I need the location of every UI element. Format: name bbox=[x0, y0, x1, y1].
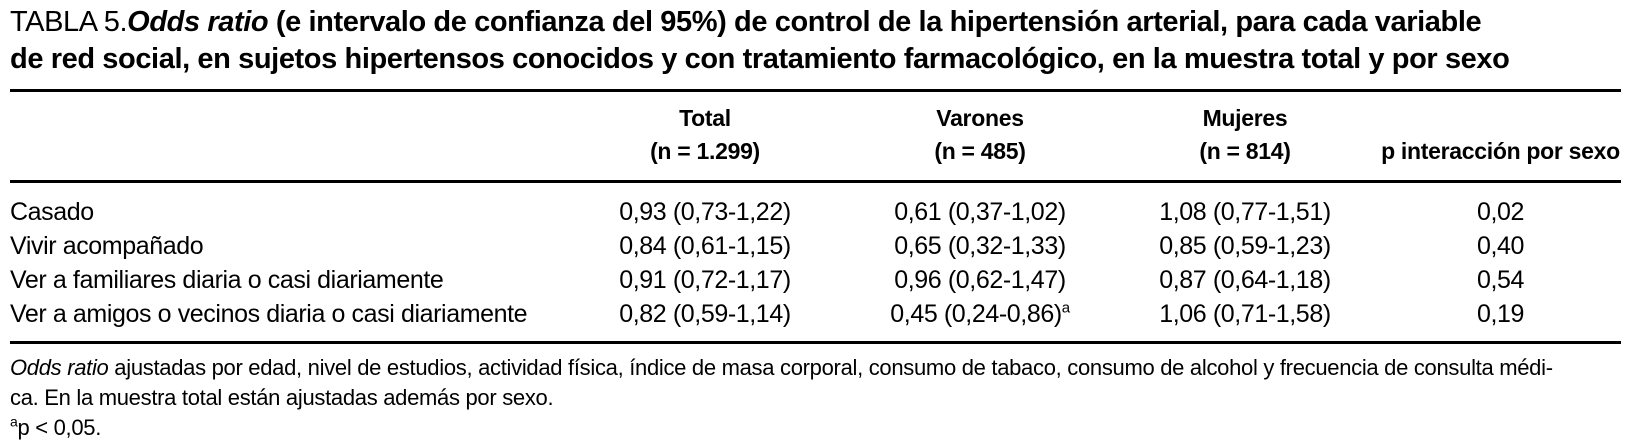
table-row: Ver a amigos o vecinos diaria o casi dia… bbox=[10, 297, 1621, 343]
table-title: TABLA 5.Odds ratio (e intervalo de confi… bbox=[10, 4, 1621, 78]
header-mujeres: Mujeres (n = 814) bbox=[1110, 91, 1380, 182]
footnote-odds-ratio: Odds ratio bbox=[10, 355, 109, 380]
table-title-line2: de red social, en sujetos hipertensos co… bbox=[10, 43, 1510, 75]
cell-varones: 0,65 (0,32-1,33) bbox=[894, 231, 1066, 260]
header-mujeres-name: Mujeres bbox=[1202, 105, 1288, 131]
table-row: Casado 0,93 (0,73-1,22) 0,61 (0,37-1,02)… bbox=[10, 182, 1621, 230]
cell-mujeres: 1,06 (0,71-1,58) bbox=[1159, 299, 1331, 328]
footnote-adjustment-line2: ca. En la muestra total están ajustadas … bbox=[10, 385, 554, 410]
cell-varones: 0,96 (0,62-1,47) bbox=[894, 265, 1066, 294]
header-empty bbox=[10, 91, 560, 182]
header-row: Total (n = 1.299) Varones (n = 485) Muje… bbox=[10, 91, 1621, 182]
significance-marker: a bbox=[1061, 299, 1070, 317]
cell-total: 0,84 (0,61-1,15) bbox=[619, 231, 791, 260]
table-number: TABLA 5. bbox=[10, 6, 128, 38]
header-varones-n: (n = 485) bbox=[934, 138, 1026, 164]
cell-p: 0,02 bbox=[1476, 197, 1525, 226]
cell-varones: 0,61 (0,37-1,02) bbox=[894, 197, 1066, 226]
footnote-adjustment-rest: ajustadas por edad, nivel de estudios, a… bbox=[108, 355, 1553, 380]
title-odds-ratio: Odds ratio bbox=[127, 6, 269, 38]
header-mujeres-n: (n = 814) bbox=[1199, 138, 1291, 164]
header-varones: Varones (n = 485) bbox=[850, 91, 1110, 182]
header-total-n: (n = 1.299) bbox=[650, 138, 760, 164]
table-row: Vivir acompañado 0,84 (0,61-1,15) 0,65 (… bbox=[10, 229, 1621, 263]
cell-varones-value: 0,45 (0,24-0,86) bbox=[890, 299, 1062, 328]
cell-p: 0,40 bbox=[1476, 231, 1525, 260]
table-title-line1: TABLA 5.Odds ratio (e intervalo de confi… bbox=[10, 4, 1621, 41]
cell-mujeres: 0,85 (0,59-1,23) bbox=[1159, 231, 1331, 260]
header-total: Total (n = 1.299) bbox=[560, 91, 850, 182]
header-total-name: Total bbox=[679, 105, 731, 131]
table-row: Ver a familiares diaria o casi diariamen… bbox=[10, 263, 1621, 297]
odds-ratio-table: Total (n = 1.299) Varones (n = 485) Muje… bbox=[10, 89, 1621, 344]
header-varones-name: Varones bbox=[936, 105, 1024, 131]
footnote-sig-marker: a bbox=[10, 413, 18, 430]
header-p-interaccion: p interacción por sexo bbox=[1381, 138, 1620, 164]
cell-mujeres: 1,08 (0,77-1,51) bbox=[1159, 197, 1331, 226]
cell-total: 0,82 (0,59-1,14) bbox=[619, 299, 791, 328]
title-rest: (e intervalo de confianza del 95%) de co… bbox=[268, 6, 1482, 38]
table-header: Total (n = 1.299) Varones (n = 485) Muje… bbox=[10, 91, 1621, 182]
row-label: Vivir acompañado bbox=[10, 231, 204, 260]
footnote-sig-text: p < 0,05. bbox=[17, 415, 102, 440]
cell-mujeres: 0,87 (0,64-1,18) bbox=[1159, 265, 1331, 294]
table-footnotes: Odds ratio ajustadas por edad, nivel de … bbox=[10, 353, 1621, 442]
row-label: Ver a amigos o vecinos diaria o casi dia… bbox=[10, 299, 528, 328]
row-label: Casado bbox=[10, 197, 94, 226]
cell-p: 0,19 bbox=[1476, 299, 1525, 328]
cell-p: 0,54 bbox=[1476, 265, 1525, 294]
cell-varones: 0,45 (0,24-0,86)a bbox=[850, 297, 1110, 343]
footnote-adjustment-line1: Odds ratio ajustadas por edad, nivel de … bbox=[10, 353, 1621, 383]
footnote-significance: ap < 0,05. bbox=[10, 413, 1621, 442]
table-body: Casado 0,93 (0,73-1,22) 0,61 (0,37-1,02)… bbox=[10, 182, 1621, 343]
row-label: Ver a familiares diaria o casi diariamen… bbox=[10, 265, 444, 294]
cell-total: 0,91 (0,72-1,17) bbox=[619, 265, 791, 294]
cell-total: 0,93 (0,73-1,22) bbox=[619, 197, 791, 226]
